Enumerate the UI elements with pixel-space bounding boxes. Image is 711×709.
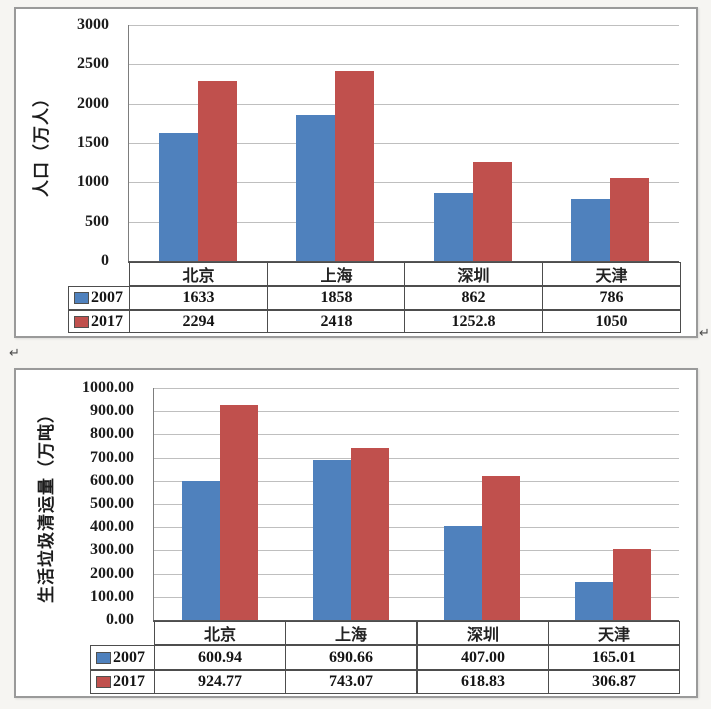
bar-2017-天津 [610, 178, 649, 261]
bar-2007-上海 [313, 460, 351, 620]
bar-2007-深圳 [444, 526, 482, 620]
bar-2017-深圳 [482, 476, 520, 620]
y-tick-label: 400.00 [90, 518, 134, 535]
y-tick-label: 3000 [77, 16, 109, 33]
bar-2007-北京 [159, 133, 198, 261]
bar-2017-北京 [220, 405, 258, 620]
value-cell-2017-北京: 924.77 [154, 670, 286, 694]
value-cell-2017-深圳: 1252.8 [404, 310, 543, 333]
value-cell-2007-北京: 600.94 [154, 645, 286, 670]
bar-2007-天津 [575, 582, 613, 620]
category-header: 深圳 [404, 262, 543, 286]
gridline [129, 182, 679, 183]
gridline [154, 481, 679, 482]
value-cell-2007-深圳: 862 [404, 286, 543, 310]
bar-2017-北京 [198, 81, 237, 261]
legend-label: 2007 [91, 289, 123, 306]
legend-swatch-2017 [96, 676, 111, 688]
gridline [154, 458, 679, 459]
bar-2007-深圳 [434, 193, 473, 261]
value-cell-2007-天津: 786 [542, 286, 681, 310]
legend-label: 2017 [91, 312, 123, 330]
value-cell-2007-深圳: 407.00 [417, 645, 549, 670]
value-cell-2007-北京: 1633 [129, 286, 268, 310]
bar-2017-上海 [335, 71, 374, 261]
population-chart-box: 人口（万人） 3000 2500 2000 1500 1000 500 0 北京 上海 深圳 天津 20… [14, 7, 698, 338]
category-header: 北京 [129, 262, 268, 286]
value-cell-2017-北京: 2294 [129, 310, 268, 333]
bar-2017-上海 [351, 448, 389, 620]
bar-2007-北京 [182, 481, 220, 620]
legend-swatch-2007 [96, 651, 111, 664]
value-cell-2017-深圳: 618.83 [417, 670, 549, 694]
y-tick-label: 900.00 [90, 402, 134, 419]
legend-key-2017: 2017 [90, 670, 155, 694]
gridline [129, 222, 679, 223]
y-tick-label: 2000 [77, 95, 109, 112]
gridline [154, 411, 679, 412]
y-tick-label: 100.00 [90, 588, 134, 605]
legend-key-2017: 2017 [68, 310, 130, 333]
gridline [129, 64, 679, 65]
y-tick-label: 1000 [77, 173, 109, 190]
value-cell-2017-天津: 306.87 [548, 670, 680, 694]
y-tick-label: 800.00 [90, 425, 134, 442]
gridline [154, 574, 679, 575]
paragraph-return-mark: ↵ [9, 346, 20, 361]
y-axis-line [128, 25, 129, 261]
y-tick-label: 200.00 [90, 565, 134, 582]
paragraph-return-mark: ↵ [699, 326, 710, 341]
value-cell-2007-上海: 1858 [267, 286, 406, 310]
legend-label: 2017 [113, 673, 145, 690]
category-header: 北京 [154, 621, 286, 645]
legend-key-2007: 2007 [90, 645, 155, 670]
y-tick-label: 2500 [77, 55, 109, 72]
gridline [154, 550, 679, 551]
y-tick-label: 1000.00 [82, 379, 134, 396]
y-tick-label: 0 [101, 252, 109, 269]
category-header: 上海 [267, 262, 406, 286]
legend-key-2007: 2007 [68, 286, 130, 310]
gridline [154, 597, 679, 598]
y-tick-label: 1500 [77, 134, 109, 151]
bar-2007-上海 [296, 115, 335, 261]
gridline [154, 434, 679, 435]
y-tick-label: 0.00 [106, 611, 134, 628]
y-tick-label: 500 [85, 213, 109, 230]
gridline [129, 25, 679, 26]
legend-label: 2007 [113, 648, 145, 666]
value-cell-2007-天津: 165.01 [548, 645, 680, 670]
gridline [129, 143, 679, 144]
value-cell-2017-天津: 1050 [542, 310, 681, 333]
category-header: 天津 [542, 262, 681, 286]
legend-swatch-2017 [74, 315, 89, 328]
y-tick-label: 300.00 [90, 541, 134, 558]
value-cell-2017-上海: 2418 [267, 310, 406, 333]
gridline [154, 504, 679, 505]
y-tick-label: 700.00 [90, 449, 134, 466]
gridline [129, 104, 679, 105]
category-header: 上海 [285, 621, 417, 645]
y-axis-line [153, 388, 154, 620]
gridline [154, 388, 679, 389]
bar-2007-天津 [571, 199, 610, 261]
garbage-chart-box: 生活垃圾清运量（万吨） 1000.00 900.00 800.00 700.00 600.… [14, 368, 698, 698]
category-header: 深圳 [417, 621, 549, 645]
y-tick-label: 500.00 [90, 495, 134, 512]
bar-2017-深圳 [473, 162, 512, 261]
gridline [154, 527, 679, 528]
y-tick-label: 600.00 [90, 472, 134, 489]
value-cell-2017-上海: 743.07 [285, 670, 417, 694]
bar-2017-天津 [613, 549, 651, 620]
legend-swatch-2007 [74, 292, 89, 304]
value-cell-2007-上海: 690.66 [285, 645, 417, 670]
category-header: 天津 [548, 621, 680, 645]
